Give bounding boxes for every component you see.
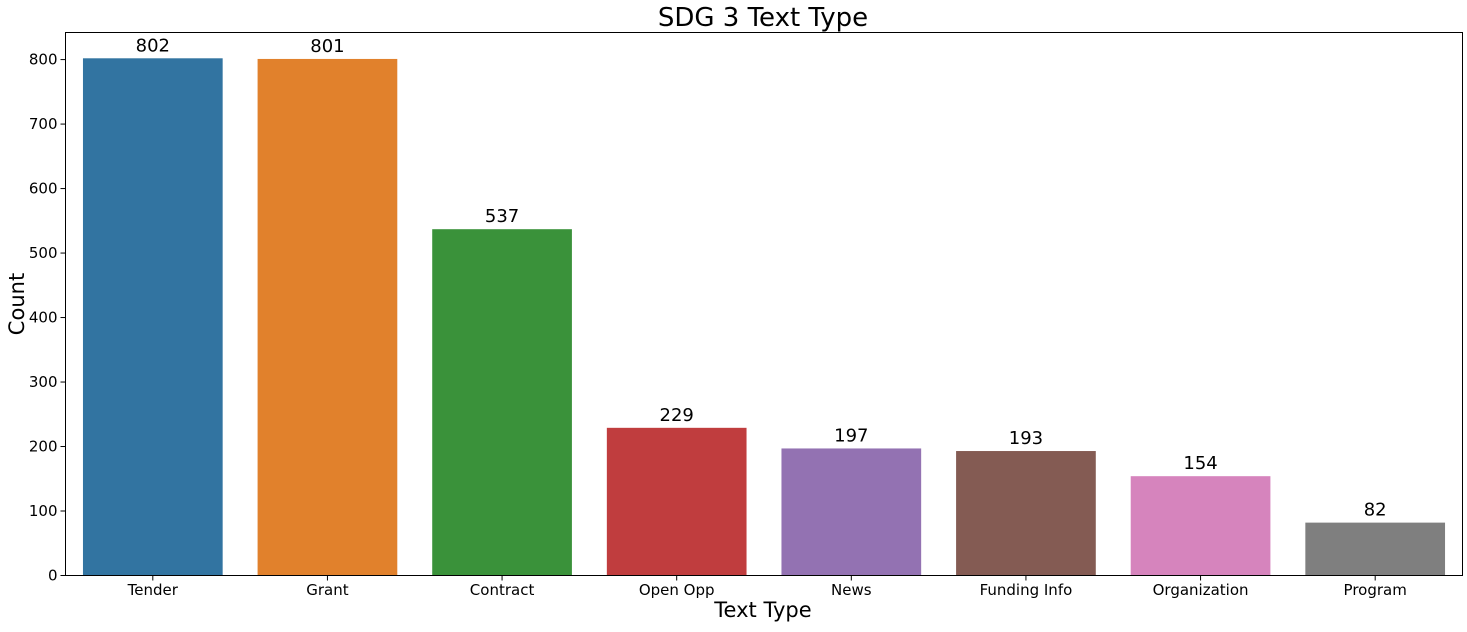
bar-value-label-tender: 802 (136, 35, 170, 56)
y-tick-label-100: 100 (29, 502, 58, 520)
bar-value-label-funding-info: 193 (1009, 428, 1043, 449)
y-tick-label-700: 700 (29, 115, 58, 133)
x-tick-label-open-opp: Open Opp (639, 581, 715, 599)
bar-grant (257, 58, 398, 576)
x-tick-label-program: Program (1344, 581, 1407, 599)
y-tick-label-400: 400 (29, 309, 58, 327)
bar-open-opp (606, 427, 747, 576)
x-tick-label-tender: Tender (127, 581, 179, 599)
y-tick-label-0: 0 (48, 567, 58, 585)
plot-frame (65, 32, 1463, 576)
y-tick-label-500: 500 (29, 244, 58, 262)
bar-news (781, 448, 922, 576)
x-tick-label-organization: Organization (1153, 581, 1249, 599)
y-axis-label: Count (5, 273, 29, 335)
y-tick-label-300: 300 (29, 373, 58, 391)
x-tick-label-contract: Contract (470, 581, 535, 599)
bar-value-label-contract: 537 (485, 206, 519, 227)
chart-title: SDG 3 Text Type (658, 3, 868, 33)
bar-funding-info (956, 451, 1096, 576)
x-tick-label-grant: Grant (306, 581, 348, 599)
bar-tender (82, 58, 223, 576)
bar-contract (432, 229, 572, 576)
y-axis-ticks: 0 100 200 300 400 500 600 700 800 (29, 51, 66, 585)
bar-organization (1130, 476, 1271, 576)
bar-value-label-open-opp: 229 (660, 405, 694, 426)
x-tick-label-funding-info: Funding Info (980, 581, 1073, 599)
bar-data-labels: 802 801 537 229 197 193 154 82 (136, 35, 1387, 520)
x-axis-label: Text Type (713, 598, 811, 622)
bar-value-label-news: 197 (834, 425, 868, 446)
bars-group (82, 58, 1446, 576)
y-tick-label-800: 800 (29, 51, 58, 69)
bar-value-label-organization: 154 (1183, 453, 1217, 474)
y-tick-label-600: 600 (29, 180, 58, 198)
bar-value-label-program: 82 (1364, 500, 1387, 521)
bar-program (1305, 522, 1446, 576)
y-tick-label-200: 200 (29, 438, 58, 456)
x-axis-ticks: Tender Grant Contract Open Opp News Funding I… (127, 575, 1407, 599)
bar-value-label-grant: 801 (310, 36, 344, 57)
x-tick-label-news: News (831, 581, 872, 599)
